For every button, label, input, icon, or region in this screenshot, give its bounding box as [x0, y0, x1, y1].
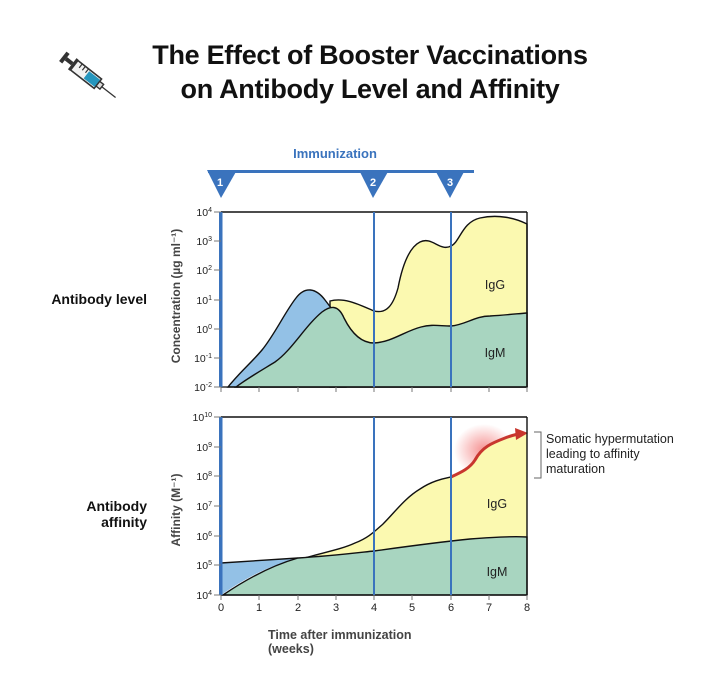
immunization-marker-3: 3 — [435, 170, 465, 198]
top-y-tick-labels: 104 103 102 101 100 10-1 10-2 — [194, 207, 212, 394]
x-axis-title-line-1: Time after immunization — [268, 628, 412, 642]
svg-text:2: 2 — [295, 602, 301, 614]
immunization-label: Immunization — [293, 146, 377, 161]
bottom-igg-label: IgG — [487, 497, 507, 511]
annotation-line-3: maturation — [546, 462, 606, 476]
svg-text:105: 105 — [196, 560, 212, 572]
marker-label: 1 — [217, 177, 223, 189]
affinity-label-line-1: Antibody — [86, 498, 147, 514]
antibody-level-chart: 104 103 102 101 100 10-1 10-2 IgG IgM — [194, 207, 528, 394]
bottom-igm-label: IgM — [487, 565, 508, 579]
x-axis-title: Time after immunization (weeks) — [268, 628, 412, 656]
svg-text:108: 108 — [196, 471, 212, 483]
svg-text:109: 109 — [196, 442, 212, 454]
bottom-y-tick-labels: 1010 109 108 107 106 105 104 — [193, 412, 213, 602]
svg-text:3: 3 — [333, 602, 339, 614]
annotation-line-2: leading to affinity — [546, 447, 640, 461]
svg-text:104: 104 — [196, 590, 212, 602]
arrow-head-icon — [515, 428, 528, 440]
top-y-axis-title: Concentration (µg ml⁻¹) — [169, 228, 183, 364]
svg-text:104: 104 — [196, 207, 212, 219]
x-axis-title-line-2: (weeks) — [268, 642, 314, 656]
svg-text:1010: 1010 — [193, 412, 213, 424]
svg-text:100: 100 — [196, 324, 212, 336]
svg-text:4: 4 — [371, 602, 377, 614]
svg-text:107: 107 — [196, 501, 212, 513]
title-line-2: on Antibody Level and Affinity — [180, 74, 560, 104]
top-igg-label: IgG — [485, 278, 505, 292]
marker-label: 2 — [370, 177, 376, 189]
immunization-timeline: 1 2 3 — [207, 170, 474, 198]
svg-text:101: 101 — [196, 295, 212, 307]
early-affinity-area — [221, 558, 298, 595]
x-tick-labels: 0 1 2 3 4 5 6 7 8 — [218, 602, 530, 614]
svg-text:5: 5 — [409, 602, 415, 614]
svg-text:10-2: 10-2 — [194, 382, 212, 394]
antibody-affinity-label: Antibody affinity — [20, 498, 147, 530]
svg-text:10-1: 10-1 — [194, 353, 212, 365]
igg-curve — [297, 476, 452, 561]
top-igm-label: IgM — [485, 346, 506, 360]
svg-text:1: 1 — [256, 602, 262, 614]
page-title: The Effect of Booster Vaccinations on An… — [100, 38, 640, 106]
annotation-bracket — [534, 431, 542, 479]
antibody-level-label: Antibody level — [51, 291, 147, 307]
svg-text:102: 102 — [196, 265, 212, 277]
affinity-label-line-2: affinity — [101, 514, 147, 530]
svg-text:6: 6 — [448, 602, 454, 614]
immunization-marker-2: 2 — [359, 170, 389, 198]
bottom-y-axis-title: Affinity (M⁻¹) — [169, 473, 183, 547]
svg-text:103: 103 — [196, 236, 212, 248]
title-line-1: The Effect of Booster Vaccinations — [152, 40, 588, 70]
svg-text:0: 0 — [218, 602, 224, 614]
svg-text:106: 106 — [196, 531, 212, 543]
svg-text:7: 7 — [486, 602, 492, 614]
immunization-marker-1: 1 — [207, 170, 237, 198]
affinity-maturation-arrow — [450, 432, 519, 479]
antibody-affinity-chart: 1010 109 108 107 106 105 104 0 1 2 3 4 5… — [193, 412, 531, 614]
annotation-line-1: Somatic hypermutation — [546, 432, 674, 446]
affinity-maturation-annotation: Somatic hypermutation leading to affinit… — [546, 432, 674, 477]
syringe-icon — [59, 51, 116, 99]
marker-label: 3 — [447, 177, 453, 189]
svg-text:8: 8 — [524, 602, 530, 614]
